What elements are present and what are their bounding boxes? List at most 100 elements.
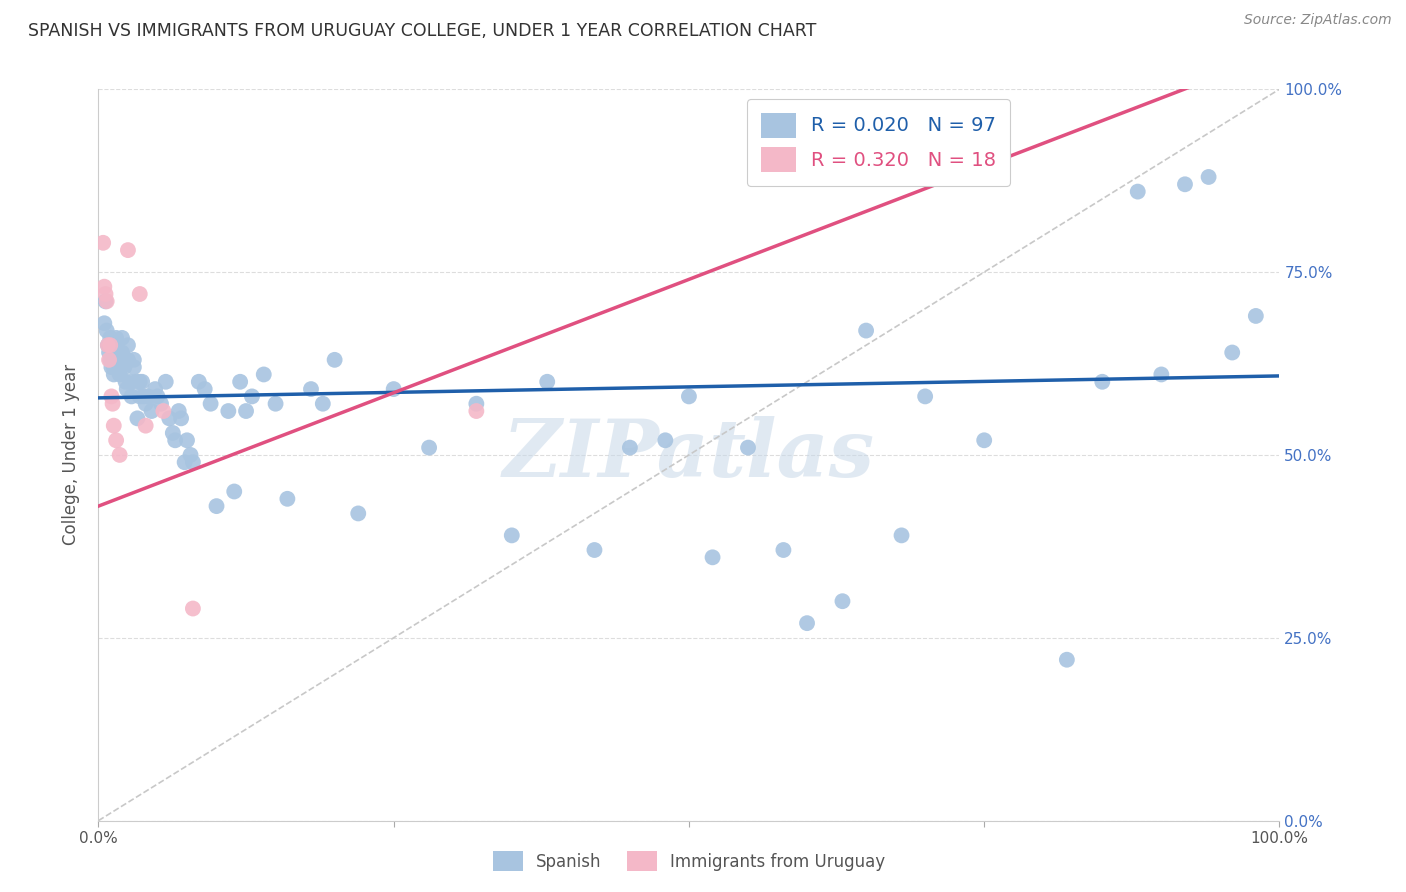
Point — [1126, 185, 1149, 199]
Point — [122, 360, 145, 375]
Point — [155, 375, 177, 389]
Point — [536, 375, 558, 389]
Point — [235, 404, 257, 418]
Point — [299, 382, 322, 396]
Point — [1056, 653, 1078, 667]
Point — [276, 491, 298, 506]
Point — [100, 360, 122, 375]
Point — [98, 352, 121, 367]
Point — [100, 389, 122, 403]
Point — [103, 352, 125, 367]
Point — [98, 352, 121, 367]
Point — [165, 434, 187, 448]
Point — [101, 338, 124, 352]
Point — [94, 287, 117, 301]
Point — [312, 397, 335, 411]
Point — [112, 360, 135, 375]
Point — [98, 345, 121, 359]
Point — [382, 382, 405, 396]
Point — [103, 368, 125, 382]
Point — [162, 425, 184, 440]
Point — [796, 616, 818, 631]
Point — [465, 404, 488, 418]
Point — [136, 389, 159, 403]
Point — [105, 338, 128, 352]
Point — [128, 287, 150, 301]
Point — [97, 338, 120, 352]
Point — [229, 375, 252, 389]
Point — [264, 397, 287, 411]
Point — [194, 382, 217, 396]
Point — [128, 389, 150, 403]
Point — [205, 499, 228, 513]
Point — [217, 404, 239, 418]
Point — [103, 360, 125, 375]
Point — [96, 324, 118, 338]
Point — [831, 594, 853, 608]
Point — [181, 455, 204, 469]
Point — [111, 345, 134, 359]
Point — [108, 360, 131, 375]
Point — [187, 375, 209, 389]
Point — [117, 338, 139, 352]
Point — [93, 279, 115, 293]
Point — [98, 338, 121, 352]
Point — [143, 382, 166, 396]
Point — [181, 601, 204, 615]
Point — [105, 352, 128, 367]
Point — [180, 448, 202, 462]
Point — [583, 543, 606, 558]
Point — [94, 294, 117, 309]
Point — [125, 375, 148, 389]
Point — [890, 528, 912, 542]
Point — [347, 507, 370, 521]
Text: SPANISH VS IMMIGRANTS FROM URUGUAY COLLEGE, UNDER 1 YEAR CORRELATION CHART: SPANISH VS IMMIGRANTS FROM URUGUAY COLLE… — [28, 22, 817, 40]
Point — [104, 345, 127, 359]
Point — [141, 404, 163, 418]
Text: ZIPatlas: ZIPatlas — [503, 417, 875, 493]
Point — [167, 404, 190, 418]
Point — [117, 243, 139, 257]
Point — [121, 389, 143, 403]
Point — [1220, 345, 1243, 359]
Point — [111, 331, 134, 345]
Point — [737, 441, 759, 455]
Point — [173, 455, 195, 469]
Point — [501, 528, 523, 542]
Point — [1174, 178, 1197, 192]
Point — [146, 389, 169, 403]
Point — [1150, 368, 1173, 382]
Point — [1198, 169, 1220, 184]
Point — [152, 404, 174, 418]
Point — [110, 360, 132, 375]
Point — [157, 411, 180, 425]
Point — [114, 375, 136, 389]
Point — [98, 331, 121, 345]
Point — [253, 368, 276, 382]
Point — [122, 352, 145, 367]
Point — [619, 441, 641, 455]
Point — [93, 316, 115, 330]
Point — [120, 375, 142, 389]
Point — [103, 418, 125, 433]
Point — [855, 324, 877, 338]
Point — [115, 382, 138, 396]
Point — [108, 368, 131, 382]
Point — [107, 352, 129, 367]
Point — [105, 345, 128, 359]
Point — [176, 434, 198, 448]
Point — [200, 397, 222, 411]
Point — [973, 434, 995, 448]
Point — [108, 448, 131, 462]
Point — [135, 397, 157, 411]
Point — [170, 411, 193, 425]
Legend: Spanish, Immigrants from Uruguay: Spanish, Immigrants from Uruguay — [486, 845, 891, 878]
Point — [914, 389, 936, 403]
Point — [132, 389, 155, 403]
Point — [101, 345, 124, 359]
Point — [418, 441, 440, 455]
Point — [97, 338, 120, 352]
Point — [128, 375, 150, 389]
Point — [101, 397, 124, 411]
Point — [117, 352, 139, 367]
